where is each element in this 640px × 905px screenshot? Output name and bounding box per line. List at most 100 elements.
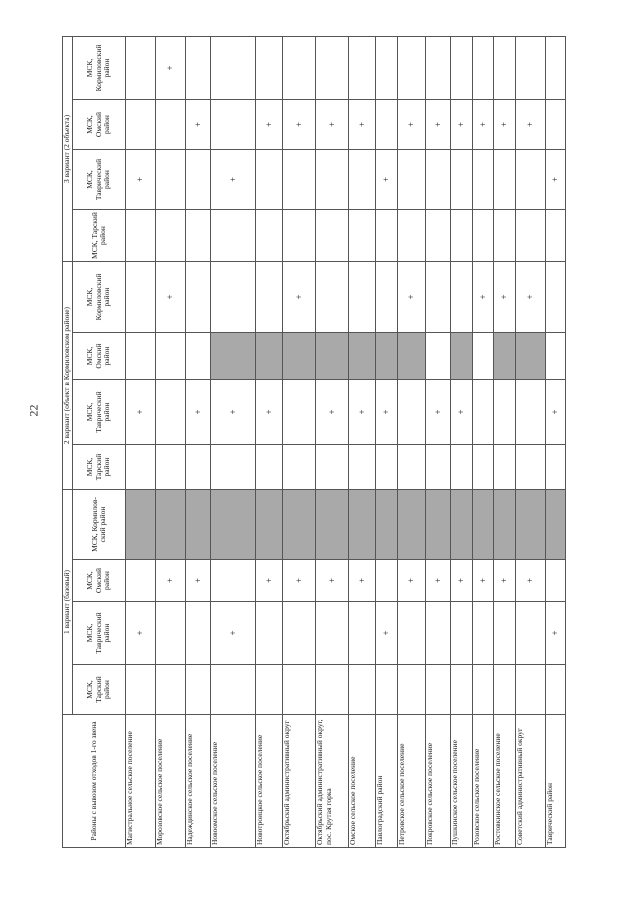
cell [472,209,494,262]
cell [282,489,316,560]
cell: + [397,99,426,150]
cell [210,489,256,560]
cell: + [210,601,256,665]
table-row: Новотроицкое сельское поселение + + + [255,36,283,848]
cell [545,36,566,100]
table-row: Новоомское сельское поселение + + + [210,36,256,848]
cell [397,149,426,210]
row-label: Новоомское сельское поселение [210,714,256,848]
cell [450,332,473,380]
column-header: МСК, Тарский район [72,444,126,490]
row-label: Новотроицкое сельское поселение [255,714,283,848]
cell: + [125,601,156,665]
cell [185,601,211,665]
cell [315,261,349,333]
cell [210,664,256,715]
cell [282,332,316,380]
cell [425,664,451,715]
cell [282,601,316,665]
cell: + [282,261,316,333]
cell [493,36,516,100]
cell [315,489,349,560]
cell [375,209,398,262]
row-label: Омское сельское поселение [348,714,376,848]
cell [255,601,283,665]
cell [450,489,473,560]
column-header: МСК, Таврический район [72,149,126,210]
cell [450,209,473,262]
cell [210,444,256,490]
cell [185,209,211,262]
cell: + [397,261,426,333]
cell [348,36,376,100]
cell [255,664,283,715]
corner-header: Районы с вывозом отходов 1-го звена [62,714,126,848]
cell [493,149,516,210]
cell: + [545,601,566,665]
column-header: МСК, Омский район [72,99,126,150]
cell [472,489,494,560]
table-row: Надеждинское сельское поселение + + + [185,36,211,848]
column-header: МСК, Таврический район [72,601,126,665]
cell: + [472,261,494,333]
cell [282,36,316,100]
cell: + [493,261,516,333]
cell [515,601,546,665]
cell [125,99,156,150]
cell [185,444,211,490]
cell [375,559,398,602]
cell [315,36,349,100]
cell [493,664,516,715]
cell [515,209,546,262]
column-header: МСК, Тарский район [72,664,126,715]
cell [397,332,426,380]
row-label: Надеждинское сельское поселение [185,714,211,848]
table-row: Морозовское сельское поселение + + + [155,36,186,848]
cell [450,444,473,490]
cell [397,489,426,560]
column-header: МСК, Тарский район [72,209,126,262]
cell [397,444,426,490]
cell [155,664,186,715]
cell: + [545,149,566,210]
cell [255,444,283,490]
cell [493,379,516,445]
cell: + [185,99,211,150]
cell [493,209,516,262]
cell [185,332,211,380]
cell: + [472,559,494,602]
cell [450,664,473,715]
rotated-table-wrap: Районы с вывозом отходов 1-го звена 1 вар… [62,36,566,848]
cell [397,601,426,665]
group-header: 1 вариант (базовый) [62,489,73,715]
cell [375,489,398,560]
row-label: Петровское сельское поселение [397,714,426,848]
cell [375,332,398,380]
cell: + [493,99,516,150]
cell [348,601,376,665]
cell [255,149,283,210]
row-label: Розовское сельское поселение [472,714,494,848]
cell: + [315,559,349,602]
table-row: Октябрьский административный округ + + + [282,36,316,848]
group-header: 2 вариант (объект в Кормиловском районе) [62,261,73,490]
cell [282,149,316,210]
cell [472,444,494,490]
cell: + [493,559,516,602]
cell [375,99,398,150]
cell: + [545,379,566,445]
cell [255,261,283,333]
cell: + [255,559,283,602]
table-row: Ростовкинское сельское поселение + + + [493,36,516,848]
cell: + [450,99,473,150]
cell: + [125,379,156,445]
row-label: Таврический район [545,714,566,848]
cell [515,36,546,100]
cell: + [155,36,186,100]
cell [125,209,156,262]
cell [450,149,473,210]
cell [493,601,516,665]
cell: + [425,99,451,150]
cell [255,332,283,380]
cell [125,664,156,715]
